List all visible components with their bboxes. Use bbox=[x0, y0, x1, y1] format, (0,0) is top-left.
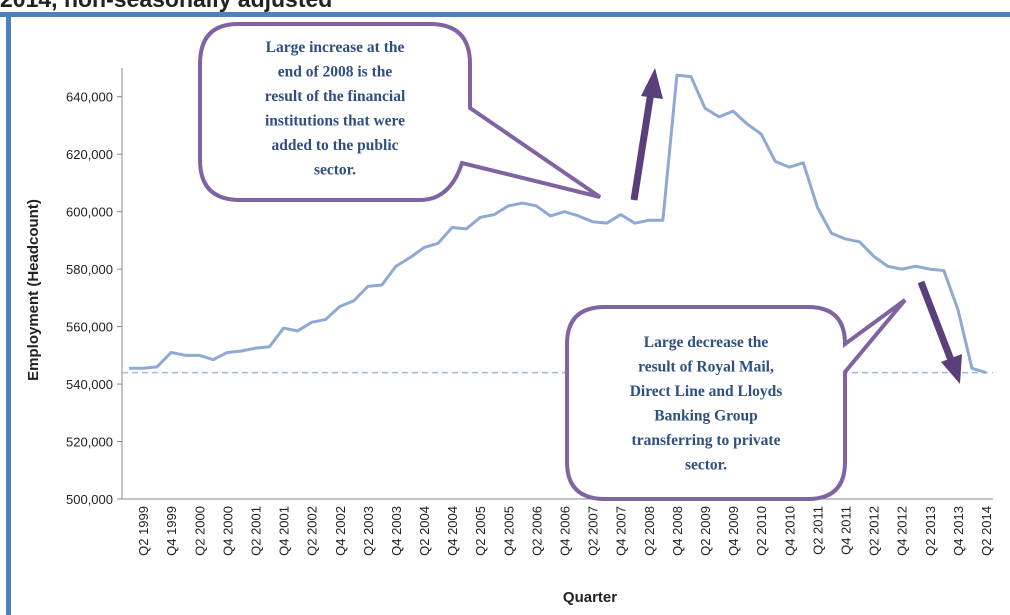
plot: 500,000 520,000 540,000 560,000 580,000 600,0… bbox=[66, 68, 994, 556]
x-tick-label: Q2 2012 bbox=[867, 506, 882, 556]
x-tick-label: Q4 2005 bbox=[501, 506, 516, 556]
x-tick-label: Q4 2009 bbox=[726, 506, 741, 556]
x-tick-label: Q2 2000 bbox=[192, 506, 207, 556]
x-tick-label: Q2 2008 bbox=[642, 506, 657, 556]
x-tick-label: Q4 2003 bbox=[389, 506, 404, 556]
x-tick-label: Q2 2003 bbox=[361, 506, 376, 556]
callout-1: Large increase at the end of 2008 is the r… bbox=[198, 22, 602, 202]
y-tick-label: 540,000 bbox=[66, 377, 113, 392]
x-tick-label: Q4 2001 bbox=[277, 506, 292, 556]
annotation-text: Direct Line and Lloyds bbox=[630, 383, 783, 400]
series-line bbox=[129, 73, 987, 375]
x-tick-label: Q2 2002 bbox=[305, 506, 320, 556]
frame-top bbox=[0, 12, 1010, 17]
arrow-shaft bbox=[630, 91, 655, 201]
y-tick-label: 560,000 bbox=[66, 320, 113, 335]
y-tick-label: 580,000 bbox=[66, 262, 113, 277]
y-axis-label: Employment (Headcount) bbox=[25, 199, 42, 381]
x-tick-label: Q4 2002 bbox=[333, 506, 348, 556]
y-tick-label: 640,000 bbox=[66, 90, 113, 105]
x-tick-label: Q4 2006 bbox=[558, 506, 573, 556]
x-tick-label: Q2 2005 bbox=[473, 506, 488, 556]
y-tick-label: 600,000 bbox=[66, 205, 113, 220]
callout-shape bbox=[198, 22, 602, 202]
arrow-head bbox=[941, 354, 962, 384]
x-tick-label: Q2 2006 bbox=[529, 506, 544, 556]
x-tick-label: Q2 2004 bbox=[417, 506, 432, 556]
callout-2: Large decrease the result of Royal Mail, D… bbox=[565, 298, 907, 501]
x-tick-label: Q4 2000 bbox=[220, 506, 235, 556]
annotation-text: institutions that were bbox=[265, 113, 405, 130]
x-tick-label: Q2 2010 bbox=[754, 506, 769, 556]
x-tick-label: Q4 2012 bbox=[895, 506, 910, 556]
x-tick-label: Q4 2007 bbox=[614, 506, 629, 556]
x-tick-label: Q4 2011 bbox=[838, 506, 853, 555]
annotation-text: Large increase at the bbox=[266, 39, 405, 56]
chart-title: 2014, non-seasonally adjusted bbox=[0, 0, 332, 12]
x-tick-label: Q4 2004 bbox=[445, 506, 460, 556]
annotation-text: Large decrease the bbox=[644, 334, 769, 351]
x-tick-label: Q4 1999 bbox=[164, 506, 179, 556]
callout-shape bbox=[565, 298, 907, 501]
annotation-text: transferring to private bbox=[632, 432, 781, 449]
y-tick-label: 500,000 bbox=[66, 492, 113, 507]
x-axis-label: Quarter bbox=[563, 589, 617, 606]
x-tick-label: Q2 2011 bbox=[810, 506, 825, 555]
annotation-text: sector. bbox=[685, 457, 727, 474]
x-tick-label: Q2 2014 bbox=[979, 506, 994, 556]
annotation-text: result of Royal Mail, bbox=[638, 359, 774, 376]
annotation-text: Banking Group bbox=[654, 408, 758, 425]
arrow-head bbox=[641, 68, 663, 99]
y-tick-label: 620,000 bbox=[66, 147, 113, 162]
annotation-text: added to the public bbox=[271, 137, 398, 154]
arrows bbox=[630, 68, 962, 384]
arrow-shaft bbox=[917, 280, 955, 362]
x-tick-label: Q2 2007 bbox=[586, 506, 601, 556]
x-tick-label: Q4 2010 bbox=[782, 506, 797, 556]
x-tick-label: Q2 2009 bbox=[698, 506, 713, 556]
annotation-text: result of the financial bbox=[265, 88, 406, 105]
frame-left bbox=[6, 12, 11, 615]
annotation-text: sector. bbox=[314, 162, 356, 179]
x-tick-label: Q4 2008 bbox=[670, 506, 685, 556]
x-tick-label: Q2 1999 bbox=[136, 506, 151, 556]
y-tick-label: 520,000 bbox=[66, 435, 113, 450]
x-tick-label: Q4 2013 bbox=[951, 506, 966, 556]
x-tick-label: Q2 2001 bbox=[248, 506, 263, 556]
annotation-text: end of 2008 is the bbox=[278, 64, 393, 81]
x-tick-label: Q2 2013 bbox=[923, 506, 938, 556]
